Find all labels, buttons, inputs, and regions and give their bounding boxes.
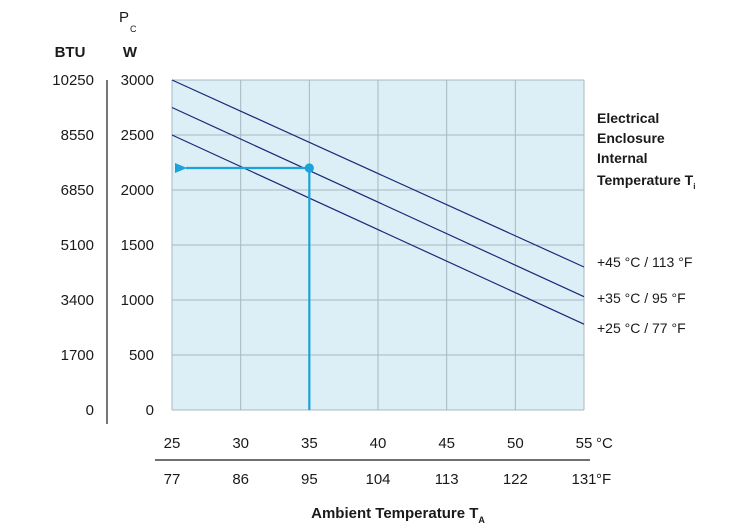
y-tick-w-5: 2500 <box>121 127 154 144</box>
y-tick-w-2: 1000 <box>121 292 154 309</box>
y-tick-w-0: 0 <box>146 402 154 419</box>
x-tick-c-5: 50 <box>507 435 524 452</box>
series-line-0 <box>171 79 585 268</box>
x-axis-title: Ambient Temperature TA <box>311 505 485 525</box>
x-tick-c-0: 25 <box>164 435 181 452</box>
x-tick-f-6: 131 <box>571 471 596 488</box>
x-tick-labels: 25 77 30 86 35 95 40 104 45 113 50 122 55 131 <box>164 435 597 488</box>
series-line-2 <box>171 134 585 325</box>
y-tick-labels: 0 0 1700 500 3400 1000 5100 1500 6850 2000 8550 250… <box>52 72 154 419</box>
series-label-1: +35 °C / 95 °F <box>597 290 686 306</box>
y-axis-symbol: P <box>119 9 129 26</box>
series-line-1 <box>171 106 585 298</box>
x-tick-c-4: 45 <box>438 435 455 452</box>
y-tick-w-3: 1500 <box>121 237 154 254</box>
axes <box>106 80 590 461</box>
plot-area <box>171 79 585 411</box>
y-tick-btu-0: 0 <box>86 402 94 419</box>
legend-title-line-3: Internal <box>597 150 648 166</box>
x-tick-f-4: 113 <box>435 471 459 488</box>
y-tick-btu-2: 3400 <box>61 292 94 309</box>
x-tick-c-2: 35 <box>301 435 318 452</box>
y-tick-btu-3: 5100 <box>61 237 94 254</box>
y-tick-btu-1: 1700 <box>61 347 94 364</box>
x-axis-title-text: Ambient Temperature T <box>311 505 478 522</box>
y-tick-btu-6: 10250 <box>52 72 94 89</box>
y-tick-w-4: 2000 <box>121 182 154 199</box>
legend-title-line-4: Temperature Ti <box>597 172 695 191</box>
legend-title-line-2: Enclosure <box>597 130 665 146</box>
legend-title-line-4-text: Temperature T <box>597 172 694 188</box>
series-label-0: +45 °C / 113 °F <box>597 254 692 270</box>
x-axis-title-subscript: A <box>478 515 485 525</box>
x-tick-f-1: 86 <box>232 471 249 488</box>
y-tick-btu-4: 6850 <box>61 182 94 199</box>
series-lines <box>171 79 585 325</box>
x-tick-c-3: 40 <box>370 435 387 452</box>
series-labels: +45 °C / 113 °F +35 °C / 95 °F +25 °C / 77… <box>597 254 692 336</box>
x-axis-unit-celsius: °C <box>596 435 613 452</box>
legend-title-subscript: i <box>693 182 695 191</box>
y-tick-w-1: 500 <box>129 347 154 364</box>
y-axis-unit-w: W <box>123 44 138 61</box>
legend-title-line-1: Electrical <box>597 110 659 126</box>
y-tick-btu-5: 8550 <box>61 127 94 144</box>
x-tick-c-6: 55 <box>576 435 593 452</box>
y-axis-unit-btu: BTU <box>55 44 86 61</box>
y-axis-symbol-subscript: C <box>130 24 137 34</box>
x-tick-f-2: 95 <box>301 471 318 488</box>
x-tick-f-5: 122 <box>503 471 528 488</box>
highlight-marker <box>175 163 314 410</box>
series-label-2: +25 °C / 77 °F <box>597 320 686 336</box>
x-tick-f-0: 77 <box>164 471 181 488</box>
x-tick-c-1: 30 <box>232 435 249 452</box>
y-tick-w-6: 3000 <box>121 72 154 89</box>
x-axis-unit-fahrenheit: °F <box>596 471 611 488</box>
highlight-point <box>304 163 314 173</box>
x-tick-f-3: 104 <box>365 471 390 488</box>
